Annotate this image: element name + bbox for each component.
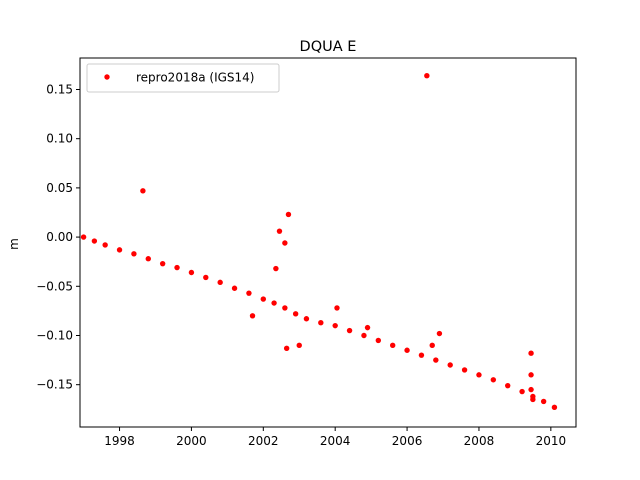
- y-tick-label: 0.10: [46, 132, 73, 146]
- data-points: [80, 73, 558, 411]
- y-tick-label: 0.05: [46, 181, 73, 195]
- x-tick-label: 2006: [392, 434, 423, 448]
- data-point: [528, 350, 534, 356]
- data-point: [217, 279, 223, 286]
- data-point: [249, 313, 256, 319]
- data-point: [303, 316, 310, 322]
- x-axis-ticks: 1998 2000 2002 2004 2006 2008 2010: [104, 427, 566, 448]
- data-point: [188, 269, 195, 276]
- y-tick-label: −0.15: [36, 378, 73, 392]
- data-point: [519, 388, 525, 395]
- data-point: [174, 264, 180, 271]
- data-point: [346, 327, 353, 334]
- data-point: [433, 357, 439, 363]
- legend-marker: [104, 74, 110, 80]
- data-point: [276, 228, 283, 234]
- legend-label: repro2018a (IGS14): [136, 71, 254, 85]
- x-tick-label: 1998: [104, 434, 135, 448]
- y-axis-label: m: [7, 238, 21, 250]
- legend-box: [86, 63, 280, 93]
- y-tick-label: −0.05: [36, 279, 73, 293]
- data-point: [282, 305, 288, 311]
- data-point: [505, 382, 511, 389]
- data-point: [296, 342, 302, 349]
- data-point: [292, 311, 299, 317]
- data-point: [447, 362, 453, 368]
- y-tick-label: −0.10: [36, 328, 73, 342]
- data-point: [540, 398, 547, 405]
- data-point: [334, 305, 340, 311]
- data-point: [418, 352, 425, 358]
- data-point: [91, 238, 98, 244]
- data-point: [102, 242, 108, 248]
- data-point: [159, 260, 166, 267]
- data-point: [203, 274, 209, 281]
- data-point: [285, 211, 292, 218]
- data-point: [375, 337, 382, 344]
- x-tick-label: 2004: [320, 434, 351, 448]
- y-axis-ticks: −0.15 −0.10 −0.05 0.00 0.05 0.10 0.15: [36, 82, 80, 392]
- data-point: [140, 188, 146, 194]
- data-point: [461, 367, 468, 373]
- data-point: [404, 347, 410, 353]
- y-tick-label: 0.00: [46, 230, 73, 244]
- data-point: [490, 377, 497, 383]
- data-point: [283, 345, 290, 351]
- data-point: [361, 332, 367, 339]
- data-point: [273, 265, 279, 272]
- data-point: [80, 234, 87, 240]
- data-point: [318, 319, 324, 326]
- chart-title: DQUA E: [300, 39, 357, 55]
- x-tick-label: 2000: [176, 434, 207, 448]
- data-point: [364, 324, 371, 331]
- legend: repro2018a (IGS14): [86, 63, 280, 93]
- data-point: [424, 73, 430, 79]
- data-point: [530, 396, 536, 403]
- data-point: [131, 251, 137, 257]
- x-tick-label: 2010: [536, 434, 567, 448]
- data-point: [332, 322, 338, 329]
- data-point: [116, 247, 123, 253]
- data-point: [476, 372, 482, 378]
- data-point: [271, 300, 277, 306]
- y-tick-label: 0.15: [46, 82, 73, 96]
- data-point: [246, 290, 252, 296]
- data-point: [528, 386, 534, 393]
- data-point: [528, 372, 534, 378]
- data-point: [389, 342, 396, 349]
- data-point: [551, 404, 558, 411]
- data-point: [231, 285, 238, 291]
- data-point: [260, 296, 267, 302]
- x-tick-label: 2002: [248, 434, 279, 448]
- plot-frame: [79, 57, 577, 428]
- x-tick-label: 2008: [464, 434, 495, 448]
- data-point: [436, 330, 443, 337]
- data-point: [145, 256, 151, 262]
- data-point: [282, 240, 288, 246]
- data-point: [429, 342, 435, 349]
